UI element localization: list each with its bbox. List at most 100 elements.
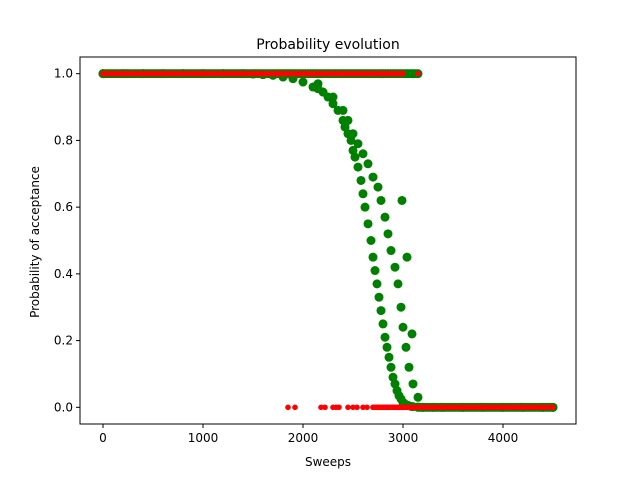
y-tick-label: 0.8 — [54, 133, 73, 147]
red-point — [400, 70, 406, 77]
green-point — [380, 332, 390, 342]
green-point — [358, 189, 368, 199]
red-point — [395, 404, 401, 411]
green-point — [372, 279, 382, 289]
green-point — [368, 172, 378, 182]
x-tick-label: 3000 — [388, 431, 419, 445]
red-point — [385, 404, 391, 411]
red-point — [540, 404, 546, 411]
green-point — [363, 219, 373, 229]
green-point — [393, 279, 403, 289]
chart-title: Probability evolution — [256, 37, 400, 53]
green-point — [328, 99, 338, 109]
green-point — [397, 195, 407, 205]
green-point — [376, 306, 386, 316]
red-point — [470, 404, 476, 411]
red-point — [350, 404, 356, 411]
red-point — [380, 404, 386, 411]
red-point — [180, 70, 186, 77]
x-tick-label: 1000 — [188, 431, 219, 445]
green-point — [328, 92, 338, 102]
green-point — [386, 246, 396, 256]
red-point — [530, 404, 536, 411]
green-point — [374, 292, 384, 302]
y-axis: 0.0 0.2 0.4 0.6 0.8 1.0 — [54, 67, 80, 414]
green-point — [348, 129, 358, 139]
green-point — [350, 152, 360, 162]
red-point — [160, 70, 166, 77]
green-point — [356, 175, 366, 185]
green-point — [353, 162, 363, 172]
red-point — [415, 70, 421, 77]
green-point — [366, 236, 376, 245]
red-point — [140, 70, 146, 77]
red-point — [420, 404, 426, 411]
red-point — [490, 404, 496, 411]
red-point — [280, 70, 286, 77]
green-point — [360, 202, 370, 212]
green-point — [383, 229, 393, 239]
green-point — [338, 105, 348, 115]
green-point — [413, 392, 423, 402]
red-point — [410, 404, 416, 411]
red-point — [400, 404, 406, 411]
red-point — [320, 70, 326, 77]
red-point — [360, 70, 366, 77]
red-point — [390, 404, 396, 411]
red-point — [240, 70, 246, 77]
green-point — [313, 79, 323, 89]
x-axis-label: Sweeps — [305, 455, 351, 469]
green-point — [398, 322, 408, 332]
red-point — [200, 70, 206, 77]
red-point — [260, 70, 266, 77]
red-point — [336, 404, 342, 411]
red-point — [440, 404, 446, 411]
red-point — [480, 404, 486, 411]
green-point — [404, 362, 414, 372]
green-point — [380, 212, 390, 222]
red-point — [360, 404, 366, 411]
green-point — [408, 379, 418, 389]
y-tick-label: 0.0 — [54, 400, 73, 414]
red-point — [460, 404, 466, 411]
red-point — [354, 404, 360, 411]
red-point — [285, 404, 291, 411]
green-point — [343, 115, 353, 125]
red-point — [550, 404, 556, 411]
green-point — [378, 319, 388, 329]
green-point — [376, 195, 386, 205]
red-point — [364, 404, 370, 411]
red-point — [345, 404, 351, 411]
green-point — [401, 342, 411, 352]
red-point — [380, 70, 386, 77]
green-point — [358, 149, 368, 159]
red-point — [520, 404, 526, 411]
x-axis: 0 1000 2000 3000 4000 — [99, 424, 518, 445]
green-point — [407, 329, 417, 339]
green-point — [382, 342, 392, 352]
red-point — [405, 404, 411, 411]
red-point — [100, 70, 106, 77]
red-point — [220, 70, 226, 77]
red-point — [300, 70, 306, 77]
red-point — [322, 404, 328, 411]
green-point — [363, 159, 373, 169]
red-point — [120, 70, 126, 77]
red-point — [500, 404, 506, 411]
green-point — [368, 252, 378, 262]
red-point — [340, 70, 346, 77]
plot-area — [98, 69, 558, 412]
red-point — [292, 404, 298, 411]
red-point — [510, 404, 516, 411]
red-point — [370, 404, 376, 411]
green-point — [370, 266, 380, 276]
green-point — [373, 182, 383, 192]
y-tick-label: 0.4 — [54, 267, 73, 281]
green-point — [396, 302, 406, 312]
red-point — [375, 404, 381, 411]
green-point — [353, 139, 363, 149]
y-tick-label: 1.0 — [54, 67, 73, 81]
green-point — [402, 252, 412, 262]
